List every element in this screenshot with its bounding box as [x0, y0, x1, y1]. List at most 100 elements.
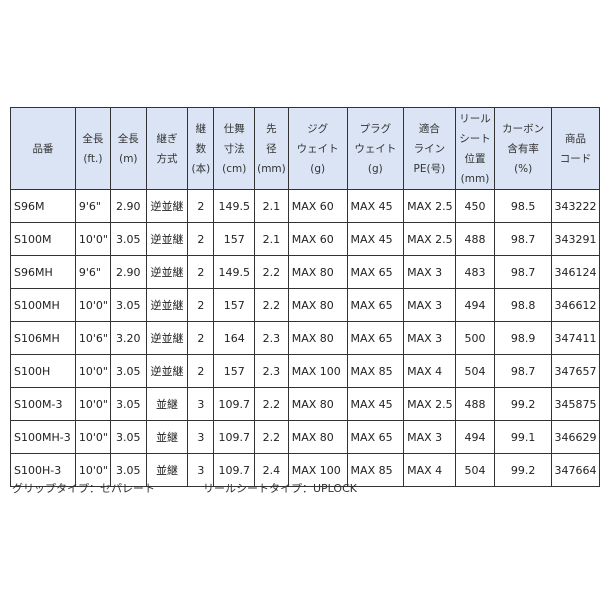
- table-cell: 逆並継: [145, 222, 189, 256]
- table-cell: S100M: [10, 222, 76, 256]
- table-cell: MAX 2.5: [403, 189, 456, 223]
- column-header: 品番: [10, 107, 76, 190]
- table-cell: S96MH: [10, 255, 76, 289]
- table-cell: 2.2: [254, 420, 289, 454]
- column-header: 全長 (m): [109, 107, 147, 190]
- table-row: S96MH 9'6" 2.90 逆並継 2 149.5 2.2 MAX 80 MAX 65 MAX…: [10, 255, 600, 289]
- table-cell: MAX 85: [346, 354, 405, 388]
- table-cell: 2.4: [254, 453, 289, 487]
- table-cell: MAX 80: [287, 288, 348, 322]
- column-header: 継 数 (本): [187, 107, 215, 190]
- table-cell: 3.05: [109, 288, 147, 322]
- column-header: 適合 ライン PE(号): [403, 107, 456, 190]
- table-cell: S96M: [10, 189, 76, 223]
- table-cell: 494: [454, 288, 496, 322]
- table-cell: MAX 80: [287, 420, 348, 454]
- table-cell: 149.5: [213, 255, 256, 289]
- table-cell: 98.7: [494, 222, 552, 256]
- column-header: 継ぎ 方式: [145, 107, 189, 190]
- table-cell: 488: [454, 222, 496, 256]
- table-cell: 2.90: [109, 255, 147, 289]
- table-cell: MAX 3: [403, 288, 456, 322]
- table-cell: 347411: [550, 321, 600, 355]
- table-cell: S106MH: [10, 321, 76, 355]
- table-cell: MAX 60: [287, 189, 348, 223]
- table-cell: 並継: [145, 420, 189, 454]
- table-cell: S100MH-3: [10, 420, 76, 454]
- table-cell: 2: [187, 189, 215, 223]
- column-header: 商品 コード: [550, 107, 600, 190]
- table-cell: 逆並継: [145, 288, 189, 322]
- column-header: 仕舞 寸法 (cm): [213, 107, 256, 190]
- table-cell: 98.8: [494, 288, 552, 322]
- table-cell: 504: [454, 354, 496, 388]
- table-cell: S100MH: [10, 288, 76, 322]
- table-cell: 494: [454, 420, 496, 454]
- table-cell: MAX 45: [346, 189, 405, 223]
- table-cell: 2: [187, 354, 215, 388]
- table-cell: 10'0": [74, 387, 111, 421]
- table-cell: 2: [187, 255, 215, 289]
- table-cell: 109.7: [213, 420, 256, 454]
- table-cell: 並継: [145, 453, 189, 487]
- table-cell: MAX 4: [403, 453, 456, 487]
- table-cell: S100M-3: [10, 387, 76, 421]
- table-cell: 99.1: [494, 420, 552, 454]
- table-cell: 2: [187, 288, 215, 322]
- table-cell: 2.1: [254, 222, 289, 256]
- table-cell: 347657: [550, 354, 600, 388]
- table-cell: 2.1: [254, 189, 289, 223]
- table-cell: 2.3: [254, 354, 289, 388]
- column-header: 全長 (ft.): [74, 107, 111, 190]
- table-cell: 10'0": [74, 354, 111, 388]
- table-cell: MAX 4: [403, 354, 456, 388]
- table-cell: 164: [213, 321, 256, 355]
- table-row: S100M-3 10'0" 3.05 並継 3 109.7 2.2 MAX 80 MAX 45 M…: [10, 387, 600, 421]
- table-cell: S100H: [10, 354, 76, 388]
- table-cell: 343222: [550, 189, 600, 223]
- grip-type: グリップタイプ：セパレート: [12, 482, 155, 495]
- table-cell: 109.7: [213, 453, 256, 487]
- table-cell: MAX 100: [287, 453, 348, 487]
- table-cell: 2: [187, 321, 215, 355]
- table-cell: 10'0": [74, 288, 111, 322]
- table-cell: 逆並継: [145, 354, 189, 388]
- column-header: カーボン 含有率 (%): [494, 107, 552, 190]
- column-header: 先 径 (mm): [254, 107, 289, 190]
- table-cell: 157: [213, 288, 256, 322]
- table-cell: 2.2: [254, 288, 289, 322]
- reel-seat-type: リールシートタイプ：UPLOCK: [203, 482, 357, 495]
- table-cell: 157: [213, 222, 256, 256]
- column-header: ジグ ウェイト (g): [287, 107, 348, 190]
- table-cell: 3.20: [109, 321, 147, 355]
- table-cell: 3.05: [109, 222, 147, 256]
- table-cell: 10'0": [74, 222, 111, 256]
- table-cell: 149.5: [213, 189, 256, 223]
- column-header: リール シート 位置 (mm): [454, 107, 496, 190]
- footer-note: グリップタイプ：セパレート リールシートタイプ：UPLOCK: [12, 480, 405, 496]
- table-cell: MAX 80: [287, 387, 348, 421]
- table-cell: 10'0": [74, 420, 111, 454]
- table-cell: MAX 2.5: [403, 387, 456, 421]
- table-cell: 99.2: [494, 387, 552, 421]
- header-row: 品番 全長 (ft.) 全長 (m) 継ぎ 方式継 数 (本) 仕舞 寸法 (cm) 先 …: [10, 107, 600, 190]
- table-cell: 3.05: [109, 420, 147, 454]
- table-cell: 2.3: [254, 321, 289, 355]
- table-row: S96M 9'6" 2.90 逆並継 2 149.5 2.1 MAX 60 MAX 45 MAX …: [10, 189, 600, 223]
- table-cell: 2: [187, 222, 215, 256]
- table-cell: MAX 65: [346, 420, 405, 454]
- table-cell: 500: [454, 321, 496, 355]
- table-cell: MAX 2.5: [403, 222, 456, 256]
- table-row: S100MH 10'0" 3.05 逆並継 2 157 2.2 MAX 80 MAX 65 MAX…: [10, 288, 600, 322]
- table-cell: MAX 45: [346, 222, 405, 256]
- table-cell: 98.5: [494, 189, 552, 223]
- table-row: S100H-3 10'0" 3.05 並継 3 109.7 2.4 MAX 100 MAX 85…: [10, 453, 600, 487]
- table-cell: 488: [454, 387, 496, 421]
- table-cell: 3: [187, 453, 215, 487]
- table-cell: MAX 85: [346, 453, 405, 487]
- table-cell: MAX 3: [403, 255, 456, 289]
- table-cell: 157: [213, 354, 256, 388]
- table-cell: MAX 100: [287, 354, 348, 388]
- table-cell: S100H-3: [10, 453, 76, 487]
- table-cell: MAX 80: [287, 321, 348, 355]
